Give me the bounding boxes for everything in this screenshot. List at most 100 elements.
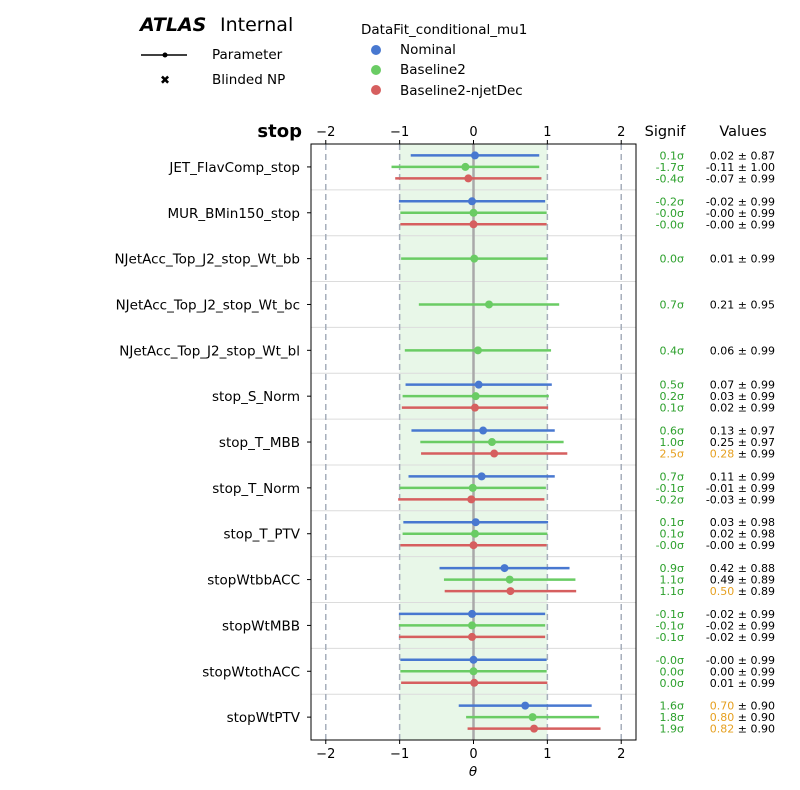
fit-value-error: ± 0.97 [734,425,775,438]
fit-value: -0.07 ± 0.99 [706,172,775,185]
data-point [470,529,479,538]
fit-value: 0.02 ± 0.87 [710,149,775,162]
legend-marker-nominal [371,45,381,55]
signif-value: 0.7σ [660,298,684,311]
fit-value-error: ± 0.99 [734,470,775,483]
data-point [468,632,477,641]
fit-value-central: -0.00 [706,207,734,220]
fit-value: 0.21 ± 0.95 [710,298,775,311]
fit-value: 0.28 ± 0.99 [710,448,775,461]
fit-value-central: 0.13 [710,425,735,438]
signif-value: -0.1σ [656,482,684,495]
legend-entry-baseline2-njetdec: Baseline2-njetDec [400,83,523,99]
fit-value-error: ± 0.87 [734,149,775,162]
parameter-label: stop_T_PTV [223,527,300,543]
signif-value: -0.1σ [656,619,684,632]
fit-value: -0.00 ± 0.99 [706,218,775,231]
signif-value: 0.4σ [660,344,684,357]
x-tick-label-bottom: 2 [617,747,625,762]
fit-value-central: -0.02 [706,608,734,621]
data-point [470,678,479,687]
style-legend: Parameter ✖ Blinded NP [141,47,285,88]
fit-value: -0.11 ± 1.00 [706,161,775,174]
fit-value: -0.02 ± 0.99 [706,608,775,621]
fit-value: 0.25 ± 0.97 [710,436,775,449]
fit-value: -0.00 ± 0.99 [706,207,775,220]
fit-value: 0.00 ± 0.99 [710,665,775,678]
signif-value: -0.0σ [656,539,684,552]
fit-value-error: ± 0.99 [734,631,775,644]
fit-value-central: -0.01 [706,482,734,495]
fit-value-error: ± 0.99 [734,379,775,392]
x-tick-label-top: 0 [469,125,477,140]
fit-value-central: -0.03 [706,493,734,506]
legend-entry-baseline2: Baseline2 [400,62,466,78]
fit-value-error: ± 0.99 [734,172,775,185]
stats-table: 0.1σ 0.02 ± 0.87 -1.7σ -0.11 ± 1.00 -0.4σ -0.… [656,149,775,735]
signif-value: 1.8σ [660,711,684,724]
fit-value: 0.49 ± 0.89 [710,574,775,587]
x-tick-label-top: 2 [617,125,625,140]
signif-value: 0.1σ [660,528,684,541]
signif-value: 1.1σ [660,585,684,598]
signif-value: 0.9σ [660,562,684,575]
fit-legend: DataFit_conditional_mu1 Nominal Baseline… [361,22,527,99]
signif-value: -0.0σ [656,218,684,231]
data-point [467,495,476,504]
signif-value: 1.9σ [660,723,684,736]
fit-value-central: 0.25 [710,436,735,449]
signif-value: -0.4σ [656,172,684,185]
fit-value-error: ± 0.99 [734,195,775,208]
fit-value-central: 0.70 [710,700,735,713]
fit-value: 0.13 ± 0.97 [710,425,775,438]
fit-value-central: 0.28 [710,448,735,461]
signif-value: 0.1σ [660,402,684,415]
fit-value-error: ± 0.99 [734,482,775,495]
fit-value-error: ± 0.99 [734,654,775,667]
signif-value: -0.2σ [656,195,684,208]
signif-value: -0.1σ [656,631,684,644]
group-title: stop [257,121,302,142]
fit-value-error: ± 0.99 [734,493,775,506]
fit-value-central: 0.01 [710,677,735,690]
y-axis: JET_FlavComp_stop MUR_BMin150_stop NJetAcc… [114,160,311,726]
signif-value: -0.2σ [656,493,684,506]
legend-entry-nominal: Nominal [400,42,456,58]
fit-value: 0.50 ± 0.89 [710,585,775,598]
fit-value-error: ± 0.99 [734,207,775,220]
fit-value-error: ± 0.95 [734,298,775,311]
fit-value-central: 0.02 [710,402,735,415]
fit-value-central: 0.02 [710,528,735,541]
x-tick-label-bottom: 1 [543,747,551,762]
fit-value-central: 0.21 [710,298,735,311]
fit-value: 0.01 ± 0.99 [710,677,775,690]
fit-value-error: ± 0.99 [734,608,775,621]
data-point [521,701,530,710]
fit-value-central: 0.00 [710,665,735,678]
fit-value: -0.00 ± 0.99 [706,539,775,552]
x-tick-label-top: −1 [390,125,409,140]
fit-value: 0.03 ± 0.99 [710,390,775,403]
data-point [469,220,478,229]
fit-value-central: 0.07 [710,379,735,392]
legend-marker-baseline2 [371,65,381,75]
data-point [468,621,477,630]
parameter-label: stopWtothACC [202,664,300,680]
signif-value: 0.1σ [660,516,684,529]
fit-value-central: 0.42 [710,562,735,575]
data-point [471,518,480,527]
fit-value-error: ± 0.88 [734,562,775,575]
signif-value: 0.7σ [660,470,684,483]
x-tick-label-bottom: −2 [316,747,335,762]
x-tick-label-bottom: −1 [390,747,409,762]
values-header: Values [719,124,766,140]
data-point [468,609,477,618]
signif-value: 1.1σ [660,574,684,587]
data-point [477,472,486,481]
atlas-label: ATLAS [138,14,206,36]
signif-value: 2.5σ [660,448,684,461]
fit-value-error: ± 0.99 [734,539,775,552]
data-point [506,587,515,596]
legend-marker-baseline2-njetdec [371,85,381,95]
